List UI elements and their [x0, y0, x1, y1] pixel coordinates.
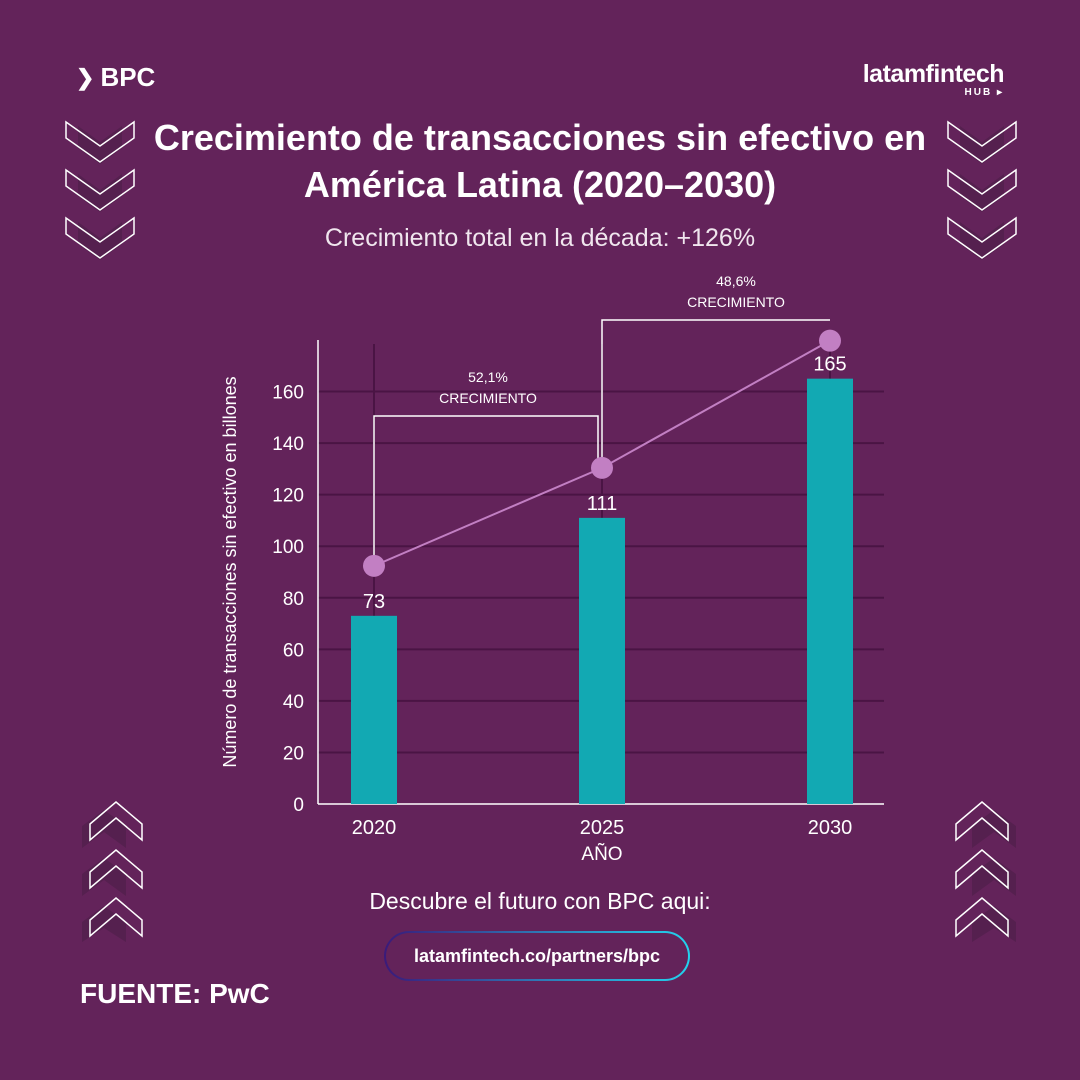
data-label-2020: 73: [363, 591, 385, 613]
x-tick-label: 2025: [580, 817, 625, 839]
play-triangle-icon: ▸: [996, 87, 1004, 98]
chevron-down-decoration-right: [947, 120, 1017, 260]
bar-chart: 0 20 40 60 80 100 120 140 160 73 111 165 52,1% CRECIM…: [220, 273, 884, 865]
chevron-up-decoration-left: [82, 801, 143, 942]
bar-2030: [807, 378, 853, 804]
data-label-2030: 165: [813, 354, 846, 376]
latamfintech-logo-text: latamfintech: [862, 60, 1005, 88]
chevron-right-icon: ❯: [76, 64, 95, 90]
growth-value: 52,1%: [468, 369, 508, 385]
y-tick-label: 140: [272, 434, 304, 455]
trend-point-2030: [819, 329, 841, 352]
y-tick-label: 160: [272, 383, 304, 404]
y-tick-label: 20: [283, 743, 304, 764]
y-axis-label: Número de transacciones sin efectivo en …: [220, 376, 240, 767]
data-label-2025: 111: [587, 493, 617, 515]
x-tick-label: 2020: [352, 817, 397, 839]
growth-bracket: [373, 415, 599, 566]
cta-text: Descubre el futuro con BPC aqui:: [369, 888, 711, 914]
bpc-logo-text: BPC: [100, 62, 156, 92]
y-tick-label: 60: [283, 640, 304, 661]
x-axis-label: AÑO: [581, 843, 622, 865]
chart-subtitle: Crecimiento total en la década: +126%: [324, 224, 756, 252]
bar-2020: [351, 615, 397, 804]
chevron-up-decoration-right: [955, 801, 1016, 942]
y-tick-label: 40: [283, 692, 304, 713]
growth-value: 48,6%: [716, 273, 756, 289]
chevron-down-decoration-left: [65, 120, 135, 260]
x-tick-label: 2030: [808, 817, 853, 839]
source-text: FUENTE: PwC: [80, 978, 270, 1009]
trend-point-2025: [591, 456, 613, 479]
bar-2025: [579, 517, 625, 804]
y-tick-label: 120: [272, 486, 304, 507]
y-tick-label: 0: [293, 795, 304, 816]
trend-point-2020: [363, 554, 385, 577]
y-tick-label: 100: [272, 537, 304, 558]
growth-label: CRECIMIENTO: [687, 294, 785, 310]
latamfintech-hub-text: HUB: [964, 87, 993, 98]
partner-link-text[interactable]: latamfintech.co/partners/bpc: [386, 933, 688, 979]
growth-label: CRECIMIENTO: [439, 390, 537, 406]
latamfintech-logo: latamfintech HUB ▸: [862, 60, 1005, 98]
bpc-logo: ❯ BPC: [76, 62, 155, 93]
growth-bracket: [601, 319, 830, 468]
y-tick-label: 80: [283, 589, 304, 610]
chart-title: Crecimiento de transacciones sin efectiv…: [153, 117, 927, 205]
partner-link-button[interactable]: latamfintech.co/partners/bpc: [384, 931, 690, 981]
